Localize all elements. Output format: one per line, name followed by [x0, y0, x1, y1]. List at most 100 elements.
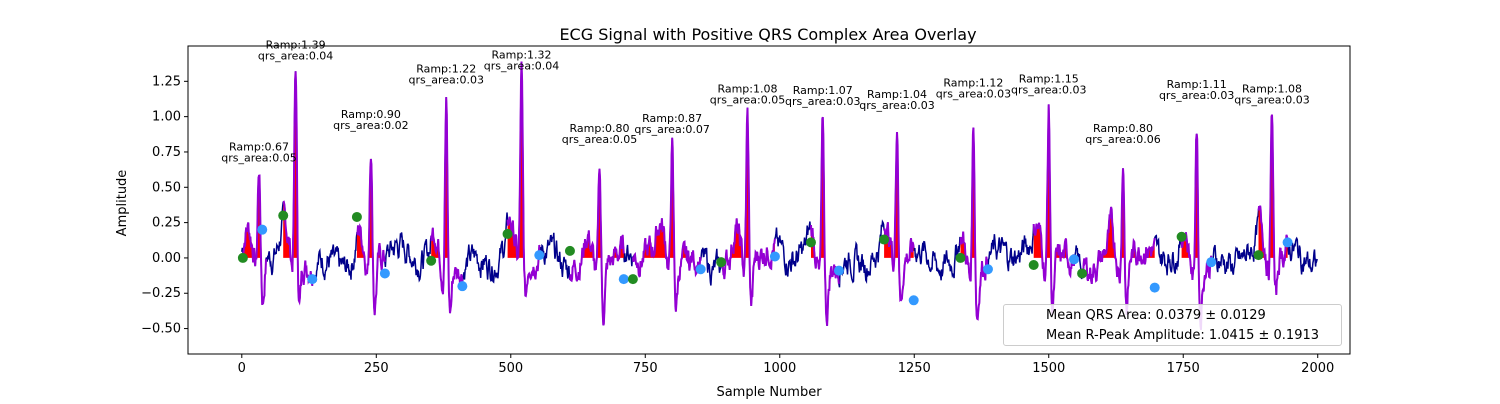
y-tick-label: 0.50	[152, 180, 181, 195]
s-offset-marker	[1069, 254, 1080, 265]
legend-mean-r-amplitude: Mean R-Peak Amplitude: 1.0415 ± 0.1913	[1046, 328, 1320, 343]
x-tick-label: 0	[238, 361, 246, 376]
x-tick-label: 750	[633, 361, 658, 376]
q-onset-marker	[351, 211, 362, 222]
x-tick-label: 500	[498, 361, 523, 376]
x-tick-label: 1500	[1032, 361, 1065, 376]
r-amp-label: Ramp:1.11	[1167, 78, 1227, 91]
s-offset-marker	[457, 281, 468, 292]
qrs-area-label: qrs_area:0.03	[785, 95, 860, 108]
r-amp-label: Ramp:0.80	[570, 122, 630, 135]
y-tick-label: 0.75	[152, 145, 181, 160]
qrs-area-fill	[632, 137, 701, 258]
chart-title: ECG Signal with Positive QRS Complex Are…	[559, 25, 976, 44]
qrs-segment-line	[720, 107, 776, 306]
qrs-segment-line	[1081, 168, 1156, 315]
r-amp-label: Ramp:1.39	[266, 39, 326, 52]
q-onset-marker	[627, 274, 638, 285]
q-onset-marker	[1028, 259, 1039, 270]
qrs-area-fill	[1033, 104, 1074, 258]
q-onset-marker	[805, 237, 816, 248]
q-onset-marker	[1176, 231, 1187, 242]
qrs-area-label: qrs_area:0.07	[634, 123, 709, 136]
s-offset-marker	[618, 274, 629, 285]
x-tick-label: 250	[364, 361, 389, 376]
qrs-area-label: qrs_area:0.03	[936, 88, 1011, 101]
qrs-area-label: qrs_area:0.03	[1159, 89, 1234, 102]
qrs-segment-line	[356, 158, 386, 316]
x-tick-label: 1750	[1167, 361, 1200, 376]
qrs-segment-line	[810, 116, 840, 326]
legend-mean-qrs-area: Mean QRS Area: 0.0379 ± 0.0129	[1046, 308, 1266, 323]
qrs-segment-line	[1257, 114, 1289, 295]
qrs-area-label: qrs_area:0.04	[484, 59, 559, 72]
q-onset-marker	[1077, 268, 1088, 279]
y-tick-label: −0.25	[141, 286, 181, 301]
qrs-segment-line	[242, 174, 267, 306]
q-onset-marker	[237, 252, 248, 263]
r-amp-label: Ramp:1.07	[793, 84, 853, 97]
qrs-area-fill	[1181, 133, 1212, 258]
qrs-area-label: qrs_area:0.03	[408, 74, 483, 87]
qrs-segment-line	[506, 61, 541, 298]
qrs-area-fill	[1082, 168, 1155, 258]
y-tick-label: 0.00	[152, 251, 181, 266]
s-offset-marker	[1282, 237, 1293, 248]
r-amp-label: Ramp:0.67	[229, 140, 289, 153]
r-amp-label: Ramp:1.22	[416, 63, 476, 76]
q-onset-marker	[502, 228, 513, 239]
legend: Mean QRS Area: 0.0379 ± 0.0129 Mean R-Pe…	[1003, 304, 1342, 346]
r-amp-label: Ramp:0.80	[1093, 122, 1153, 135]
qrs-area-label: qrs_area:0.02	[333, 119, 408, 132]
y-tick-label: −0.50	[141, 322, 181, 337]
qrs-segment-line	[631, 137, 702, 312]
qrs-area-label: qrs_area:0.03	[859, 99, 934, 112]
s-offset-marker	[307, 274, 318, 285]
y-axis-label: Amplitude	[115, 170, 130, 237]
qrs-area-fill	[356, 159, 385, 258]
q-onset-marker	[955, 252, 966, 263]
r-amp-label: Ramp:0.90	[341, 108, 401, 121]
x-tick-label: 1250	[898, 361, 931, 376]
r-amp-label: Ramp:1.32	[492, 48, 552, 61]
r-amp-label: Ramp:1.04	[867, 88, 927, 101]
q-onset-marker	[716, 257, 727, 268]
qrs-area-label: qrs_area:0.05	[562, 133, 637, 146]
qrs-area-label: qrs_area:0.03	[1011, 83, 1086, 96]
s-offset-marker	[534, 250, 545, 261]
qrs-segment-line	[1180, 133, 1213, 330]
r-amp-label: Ramp:1.08	[1242, 82, 1302, 95]
y-tick-label: 0.25	[152, 216, 181, 231]
qrs-segment-line	[569, 168, 625, 326]
qrs-segment-line	[1032, 104, 1075, 315]
q-onset-marker	[879, 234, 890, 245]
qrs-area-label: qrs_area:0.05	[710, 93, 785, 106]
s-offset-marker	[982, 264, 993, 275]
y-tick-label: 1.25	[152, 74, 181, 89]
plot-frame	[187, 45, 1351, 355]
qrs-segment-line	[430, 97, 464, 314]
s-offset-marker	[695, 264, 706, 275]
qrs-area-label: qrs_area:0.03	[1234, 93, 1309, 106]
s-offset-marker	[379, 268, 390, 279]
s-offset-marker	[833, 265, 844, 276]
x-tick-label: 2000	[1301, 361, 1334, 376]
r-amp-label: Ramp:1.08	[717, 82, 777, 95]
qrs-segment-line	[959, 127, 989, 321]
qrs-area-label: qrs_area:0.05	[221, 151, 296, 164]
qrs-area-label: qrs_area:0.06	[1085, 133, 1160, 146]
r-amp-label: Ramp:1.12	[943, 77, 1003, 90]
qrs-area-label: qrs_area:0.04	[258, 50, 333, 63]
q-onset-marker	[278, 210, 289, 221]
qrs-area-fill	[242, 175, 266, 258]
y-tick-label: 1.00	[152, 110, 181, 125]
s-offset-marker	[908, 295, 919, 306]
s-offset-marker	[1206, 257, 1217, 268]
qrs-segment-line	[883, 132, 915, 303]
s-offset-marker	[1149, 282, 1160, 293]
x-tick-label: 1000	[763, 361, 796, 376]
q-onset-marker	[564, 245, 575, 256]
r-amp-label: Ramp:1.15	[1019, 72, 1079, 85]
